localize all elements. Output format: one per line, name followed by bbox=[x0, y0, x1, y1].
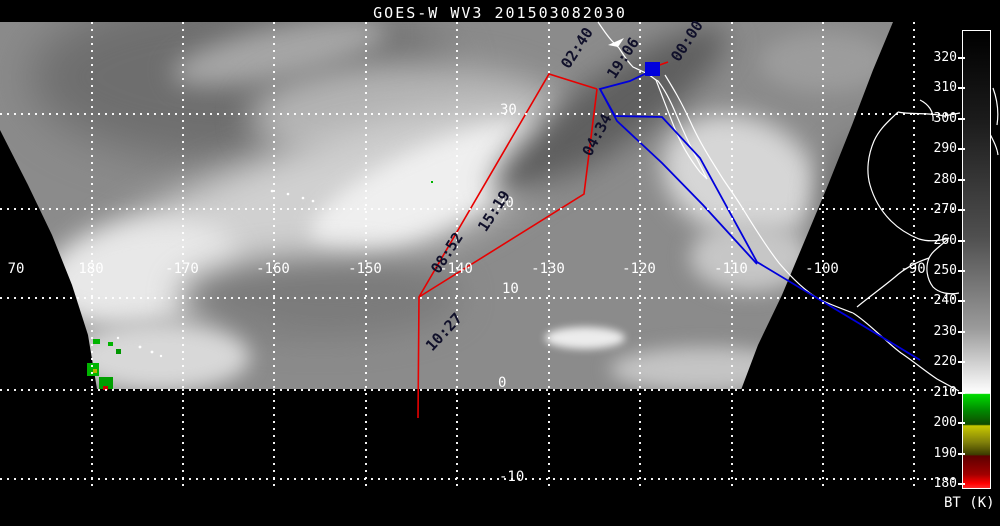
lat-label: 30 bbox=[500, 102, 517, 118]
launch-marker bbox=[645, 62, 660, 76]
lon-label: -110 bbox=[714, 261, 748, 277]
lon-gridline bbox=[182, 22, 184, 490]
colorbar-units-label: BT (K) bbox=[944, 495, 995, 511]
colorbar-tick: 310 bbox=[923, 80, 965, 96]
lon-gridline bbox=[273, 22, 275, 490]
lon-gridline bbox=[731, 22, 733, 490]
colorbar-tick: 220 bbox=[923, 354, 965, 370]
lon-label: -160 bbox=[256, 261, 290, 277]
lon-gridline bbox=[548, 22, 550, 490]
colorbar-tick: 290 bbox=[923, 141, 965, 157]
lon-label: -90 bbox=[900, 261, 926, 277]
lon-label: -100 bbox=[805, 261, 839, 277]
lon-label: -140 bbox=[439, 261, 473, 277]
lat-gridline bbox=[0, 113, 958, 115]
colorbar-tick: 280 bbox=[923, 172, 965, 188]
lon-label: 180 bbox=[78, 261, 104, 277]
colorbar-tick: 190 bbox=[923, 446, 965, 462]
cold-cloud-pixels bbox=[87, 181, 433, 390]
cloud-texture bbox=[760, 32, 890, 92]
lon-gridline bbox=[913, 22, 915, 490]
colorbar-tick: 210 bbox=[923, 385, 965, 401]
colorbar-tick: 300 bbox=[923, 111, 965, 127]
lon-label: -170 bbox=[165, 261, 199, 277]
lat-label: 10 bbox=[502, 281, 519, 297]
lon-gridline bbox=[639, 22, 641, 490]
lat-gridline bbox=[0, 208, 958, 210]
lon-gridline bbox=[822, 22, 824, 490]
blue-trajectory bbox=[598, 69, 921, 361]
colorbar-tick: 270 bbox=[923, 202, 965, 218]
lat-gridline bbox=[0, 389, 958, 391]
lon-gridline bbox=[456, 22, 458, 490]
colorbar-tick: 260 bbox=[923, 233, 965, 249]
lat-label: 0 bbox=[498, 375, 507, 391]
lon-label: -120 bbox=[622, 261, 656, 277]
colorbar-tick: 230 bbox=[923, 324, 965, 340]
colorbar-tick: 240 bbox=[923, 293, 965, 309]
lat-label: -10 bbox=[499, 469, 525, 485]
lon-label: -130 bbox=[531, 261, 565, 277]
plot-title: GOES-W WV3 201503082030 bbox=[373, 4, 627, 22]
island-dots bbox=[116, 189, 315, 358]
lat-gridline bbox=[0, 478, 958, 480]
colorbar bbox=[962, 30, 991, 489]
lon-gridline bbox=[91, 22, 93, 490]
colorbar-tick: 200 bbox=[923, 415, 965, 431]
colorbar-tick: 250 bbox=[923, 263, 965, 279]
lat-gridline bbox=[0, 297, 958, 299]
lat-label: 20 bbox=[497, 195, 514, 211]
colorbar-tick: 180 bbox=[923, 476, 965, 492]
colorbar-tick: 320 bbox=[923, 50, 965, 66]
lon-label: 70 bbox=[7, 261, 25, 277]
cloud-texture bbox=[545, 327, 625, 349]
lon-label: -150 bbox=[348, 261, 382, 277]
lon-gridline bbox=[365, 22, 367, 490]
satellite-image bbox=[0, 22, 922, 390]
